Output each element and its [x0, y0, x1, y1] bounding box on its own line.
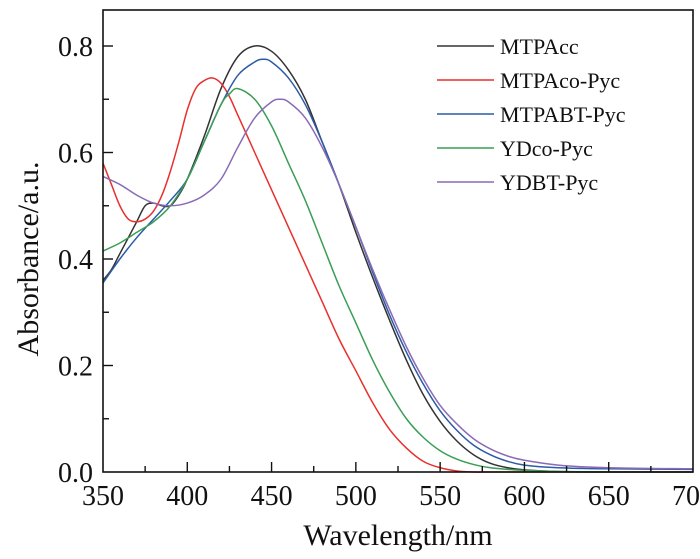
y-tick-label: 0.8	[58, 32, 93, 63]
series-line-mtpacc	[102, 45, 694, 473]
x-axis-ticks	[144, 462, 652, 472]
x-tick-label: 400	[166, 481, 208, 512]
x-tick-label: 500	[335, 481, 377, 512]
x-axis-label: Wavelength/nm	[303, 519, 492, 552]
x-axis-tick-labels: 350 400 450 500 550 600 650 700	[82, 481, 700, 512]
x-tick-label: 600	[503, 481, 545, 512]
y-axis-ticks	[103, 45, 113, 420]
y-tick-label: 0.0	[58, 458, 93, 489]
series-line-ydco-pyc	[102, 87, 694, 473]
legend-item-ydbt-pyc: YDBT-Pyc	[437, 170, 598, 195]
legend-item-mtpacc: MTPAcc	[437, 34, 579, 59]
x-tick-label: 700	[672, 481, 700, 512]
y-axis-label: Absorbance/a.u.	[12, 162, 45, 357]
legend-item-mtpaco-pyc: MTPAco-Pyc	[437, 68, 620, 93]
legend-label: YDco-Pyc	[500, 136, 593, 161]
legend: MTPAcc MTPAco-Pyc MTPABT-Pyc YDco-Pyc YDBT-P…	[437, 34, 626, 195]
series-line-mtpaco-pyc	[102, 77, 693, 473]
x-tick-label: 550	[419, 481, 461, 512]
legend-label: YDBT-Pyc	[500, 170, 598, 195]
plot-lines	[102, 45, 694, 473]
legend-item-mtpabt-pyc: MTPABT-Pyc	[437, 102, 626, 127]
x-tick-label: 650	[588, 481, 630, 512]
legend-item-ydco-pyc: YDco-Pyc	[437, 136, 593, 161]
series-line-ydbt-pyc	[102, 98, 694, 470]
legend-label: MTPAcc	[500, 34, 579, 59]
y-tick-label: 0.4	[58, 245, 93, 276]
y-tick-label: 0.6	[58, 139, 93, 170]
x-tick-label: 350	[82, 481, 124, 512]
legend-label: MTPAco-Pyc	[500, 68, 620, 93]
legend-label: MTPABT-Pyc	[500, 102, 626, 127]
x-tick-label: 450	[251, 481, 293, 512]
y-axis-tick-labels: 0.0 0.2 0.4 0.6 0.8	[58, 32, 93, 489]
y-tick-label: 0.2	[58, 352, 93, 383]
